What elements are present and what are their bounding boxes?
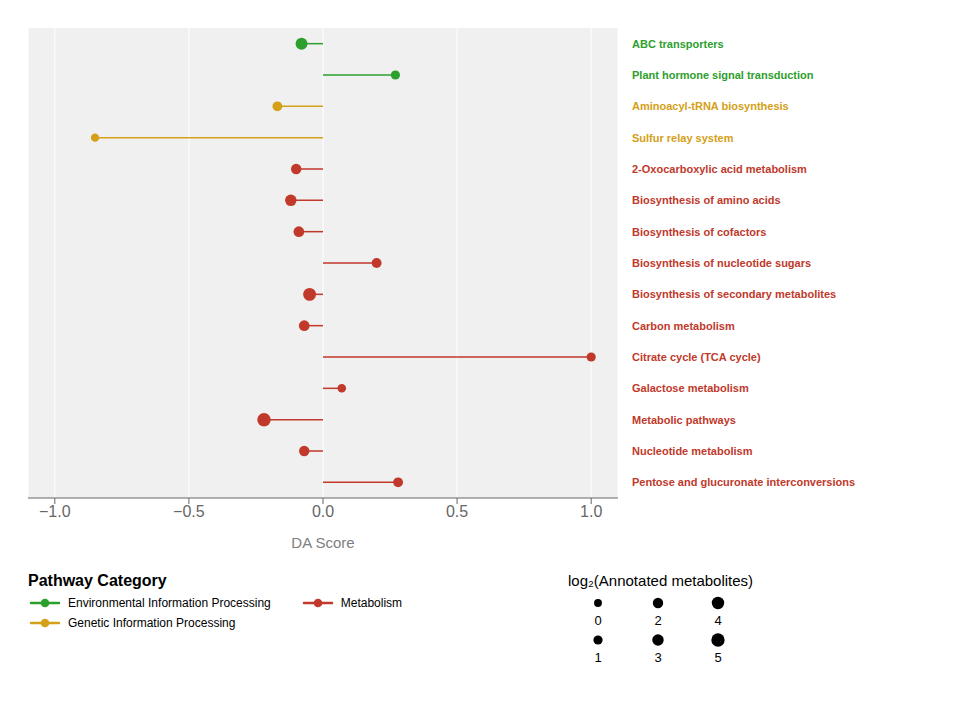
svg-text:Sulfur relay system: Sulfur relay system	[632, 132, 734, 144]
svg-text:Plant hormone signal transduct: Plant hormone signal transduction	[632, 69, 814, 81]
html-text:4: 4	[714, 613, 722, 628]
html-text:log₂(Annotated metabolites): log₂(Annotated metabolites)	[568, 572, 754, 589]
svg-text:Citrate cycle (TCA cycle): Citrate cycle (TCA cycle)	[632, 351, 761, 363]
svg-text:Nucleotide metabolism: Nucleotide metabolism	[632, 445, 753, 457]
svg-text:1.0: 1.0	[580, 503, 602, 520]
html-text:5: 5	[714, 650, 722, 665]
svg-text:Carbon metabolism: Carbon metabolism	[632, 320, 735, 332]
html-text:Environmental Information Proc: Environmental Information Processing	[68, 596, 271, 610]
svg-text:Galactose metabolism: Galactose metabolism	[632, 382, 749, 394]
svg-text:0.5: 0.5	[446, 503, 468, 520]
svg-text:−0.5: −0.5	[173, 503, 205, 520]
svg-text:Metabolic pathways: Metabolic pathways	[632, 414, 736, 426]
svg-text:ABC transporters: ABC transporters	[632, 38, 724, 50]
svg-text:Biosynthesis of secondary meta: Biosynthesis of secondary metabolites	[632, 288, 836, 300]
html-text:Metabolism: Metabolism	[340, 596, 403, 610]
svg-text:2-Oxocarboxylic acid metabolis: 2-Oxocarboxylic acid metabolism	[632, 163, 807, 175]
html-text:Pathway Category: Pathway Category	[28, 572, 167, 589]
svg-text:−1.0: −1.0	[39, 503, 71, 520]
svg-text:Biosynthesis of cofactors: Biosynthesis of cofactors	[632, 226, 766, 238]
svg-text:Biosynthesis of amino acids: Biosynthesis of amino acids	[632, 194, 781, 206]
svg-text:Pentose and glucuronate interc: Pentose and glucuronate interconversions	[632, 476, 855, 488]
html-text:1: 1	[594, 650, 602, 665]
html-text:3: 3	[654, 650, 662, 665]
svg-text:Biosynthesis of nucleotide sug: Biosynthesis of nucleotide sugars	[632, 257, 811, 269]
html-text:2: 2	[654, 613, 662, 628]
svg-text:DA Score: DA Score	[291, 534, 354, 551]
html-text:Genetic Information Processing: Genetic Information Processing	[68, 616, 236, 630]
svg-text:0.0: 0.0	[312, 503, 334, 520]
svg-text:Aminoacyl-tRNA biosynthesis: Aminoacyl-tRNA biosynthesis	[632, 100, 789, 112]
html-text:0: 0	[594, 613, 602, 628]
